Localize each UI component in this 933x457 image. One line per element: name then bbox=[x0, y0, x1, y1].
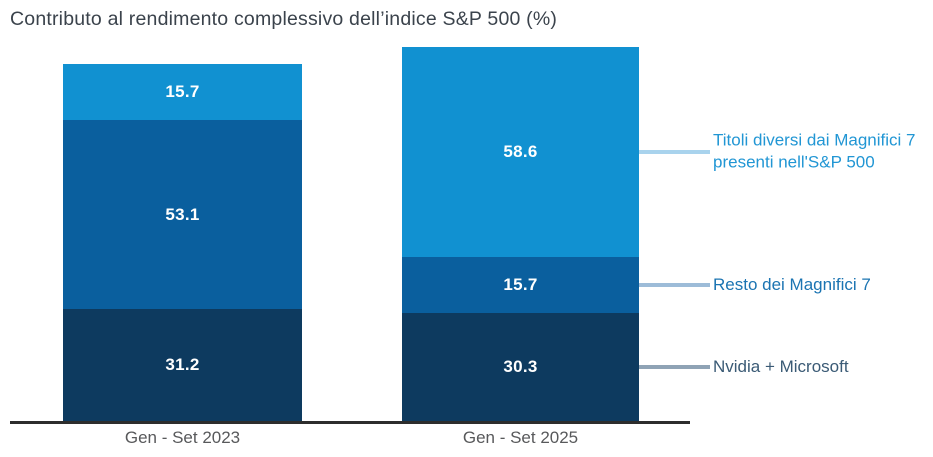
bar-segment bbox=[63, 309, 302, 421]
legend-label: Resto dei Magnifici 7 bbox=[713, 274, 871, 294]
bar-value-label: 15.7 bbox=[165, 81, 200, 101]
bar-segment bbox=[402, 312, 639, 421]
x-axis-line bbox=[10, 421, 690, 424]
legend-leader-line bbox=[639, 149, 710, 154]
bar-value-label: 31.2 bbox=[165, 355, 200, 375]
bar-value-label: 30.3 bbox=[503, 356, 538, 376]
x-axis-label: Gen - Set 2023 bbox=[124, 428, 241, 447]
bar-value-label: 15.7 bbox=[503, 274, 538, 294]
bar-value-label: 53.1 bbox=[165, 204, 200, 224]
legend-leader-line bbox=[639, 282, 710, 287]
bar-segment bbox=[63, 119, 302, 310]
legend-leader-line bbox=[639, 364, 710, 369]
bar-segment bbox=[63, 63, 302, 120]
legend-label: Nvidia + Microsoft bbox=[713, 356, 849, 376]
bar-segment bbox=[402, 256, 639, 313]
bar-segment bbox=[402, 47, 639, 257]
bar-value-label: 58.6 bbox=[503, 141, 538, 161]
chart-title: Contributo al rendimento complessivo del… bbox=[10, 8, 558, 30]
x-axis-label: Gen - Set 2025 bbox=[462, 428, 579, 447]
legend-label: Titoli diversi dai Magnifici 7 presenti n… bbox=[713, 130, 916, 172]
